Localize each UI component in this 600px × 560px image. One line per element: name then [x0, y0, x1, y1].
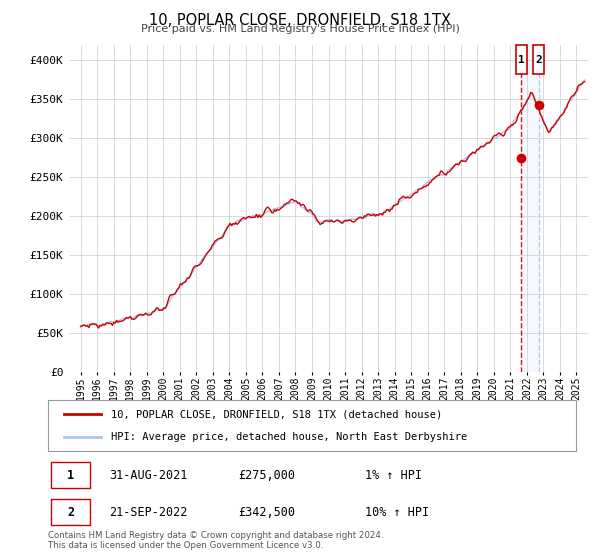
Text: 1: 1: [67, 469, 74, 482]
Text: 31-AUG-2021: 31-AUG-2021: [109, 469, 187, 482]
FancyBboxPatch shape: [50, 461, 90, 488]
Bar: [521, 45, 539, 372]
Text: 2: 2: [535, 54, 542, 64]
Text: Contains HM Land Registry data © Crown copyright and database right 2024.
This d: Contains HM Land Registry data © Crown c…: [48, 531, 383, 550]
FancyBboxPatch shape: [515, 45, 527, 74]
Text: 2: 2: [67, 506, 74, 519]
Text: 1% ↑ HPI: 1% ↑ HPI: [365, 469, 422, 482]
Text: 10, POPLAR CLOSE, DRONFIELD, S18 1TX (detached house): 10, POPLAR CLOSE, DRONFIELD, S18 1TX (de…: [112, 409, 443, 419]
FancyBboxPatch shape: [533, 45, 544, 74]
Text: Price paid vs. HM Land Registry's House Price Index (HPI): Price paid vs. HM Land Registry's House …: [140, 24, 460, 34]
Text: 10, POPLAR CLOSE, DRONFIELD, S18 1TX: 10, POPLAR CLOSE, DRONFIELD, S18 1TX: [149, 13, 451, 28]
FancyBboxPatch shape: [50, 499, 90, 525]
Text: £342,500: £342,500: [238, 506, 295, 519]
Text: 1: 1: [518, 54, 525, 64]
Text: 10% ↑ HPI: 10% ↑ HPI: [365, 506, 429, 519]
Text: 21-SEP-2022: 21-SEP-2022: [109, 506, 187, 519]
Text: HPI: Average price, detached house, North East Derbyshire: HPI: Average price, detached house, Nort…: [112, 432, 467, 442]
Text: £275,000: £275,000: [238, 469, 295, 482]
